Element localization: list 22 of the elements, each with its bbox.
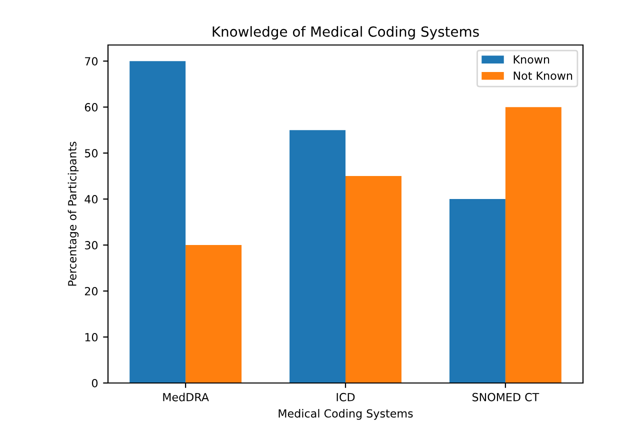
legend-label: Known [514,55,550,64]
x-tick-label: SNOMED CT [472,392,540,402]
x-tick-label: ICD [336,392,355,402]
bar [290,130,346,383]
bar [346,176,402,383]
chart-title: Knowledge of Medical Coding Systems [212,26,479,40]
bar [130,61,186,383]
y-tick-label: 10 [85,332,98,342]
y-tick-label: 20 [84,287,98,296]
bar [449,199,506,383]
legend-label: Not Known [514,72,572,80]
bar [505,107,562,383]
bar [186,245,242,383]
y-tick-label: 30 [84,241,98,250]
x-axis-title: Medical Coding Systems [278,409,413,420]
y-tick-label: 60 [84,103,98,112]
y-axis-title: Percentage of Participants [68,142,79,286]
y-tick-label: 70 [85,57,98,66]
x-tick-label: MedDRA [163,392,209,402]
y-tick-label: 50 [84,149,98,158]
y-tick-label: 40 [84,195,98,204]
y-tick-label: 0 [92,378,98,388]
